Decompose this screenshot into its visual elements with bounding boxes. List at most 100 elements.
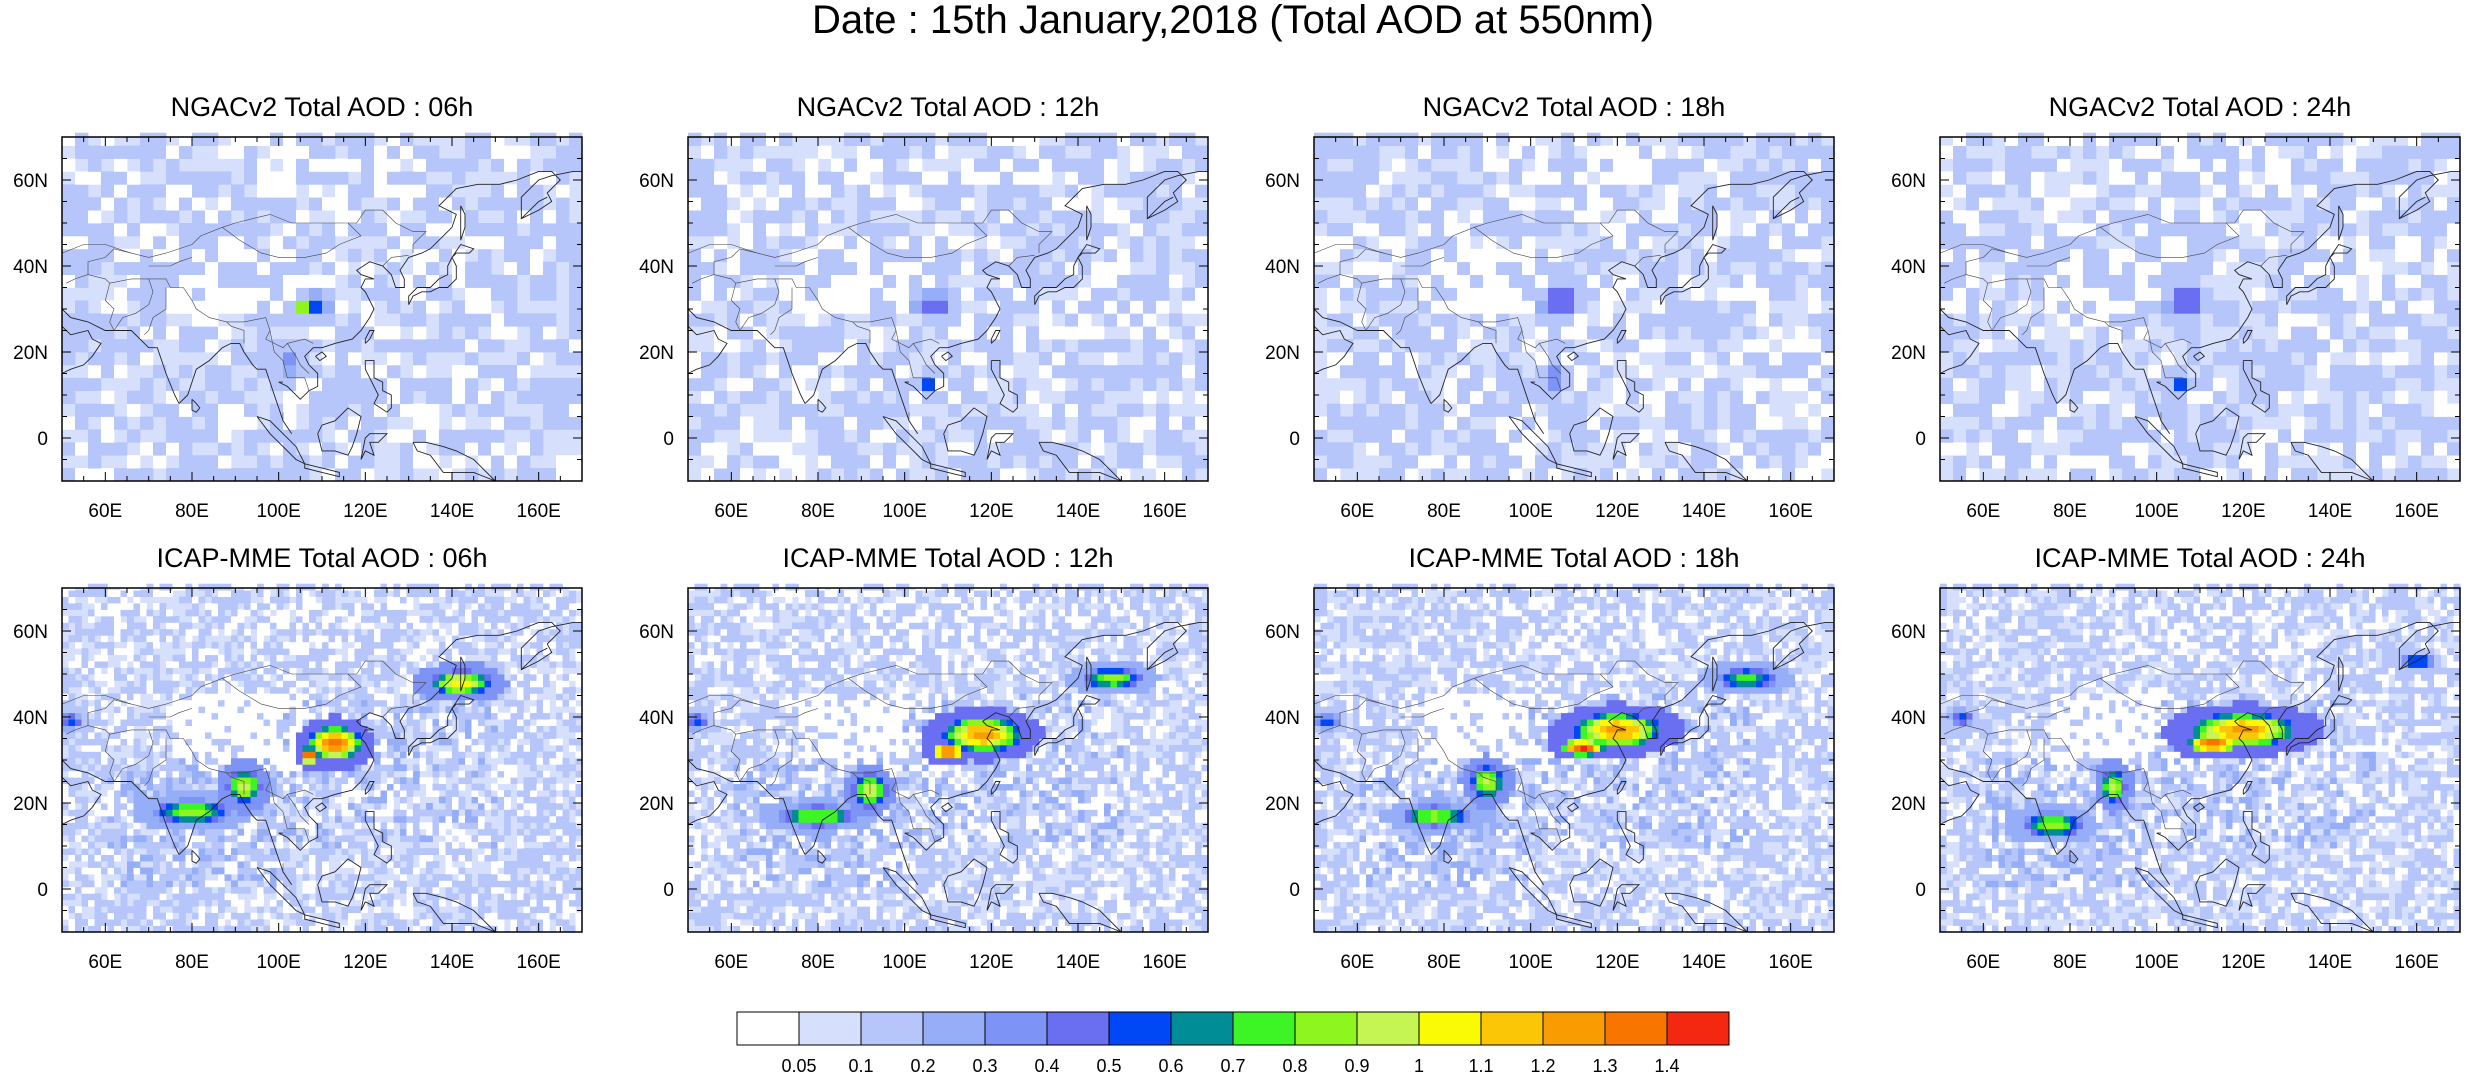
colorbar-swatch bbox=[1109, 1012, 1171, 1045]
lon-tick-label: 160E bbox=[516, 501, 560, 522]
lat-tick-label: 40N bbox=[1891, 257, 1926, 278]
lon-tick-label: 140E bbox=[1682, 501, 1726, 522]
lat-tick-label: 0 bbox=[37, 429, 48, 450]
lon-tick-label: 140E bbox=[2308, 501, 2352, 522]
lon-tick-label: 160E bbox=[2394, 952, 2438, 973]
lon-tick-label: 80E bbox=[1427, 952, 1461, 973]
colorbar-swatch bbox=[1481, 1012, 1543, 1045]
panel-title: ICAP-MME Total AOD : 06h bbox=[62, 543, 582, 573]
colorbar-swatch bbox=[799, 1012, 861, 1045]
colorbar-label: 1.2 bbox=[1530, 1056, 1555, 1076]
lon-tick-label: 100E bbox=[2134, 952, 2178, 973]
lat-tick-label: 20N bbox=[13, 343, 48, 364]
lon-tick-label: 100E bbox=[256, 501, 300, 522]
panel-title: NGACv2 Total AOD : 24h bbox=[1940, 92, 2460, 122]
aod-field bbox=[1940, 133, 2460, 482]
lat-tick-label: 20N bbox=[13, 794, 48, 815]
lon-tick-label: 160E bbox=[516, 952, 560, 973]
lat-tick-label: 60N bbox=[1891, 171, 1926, 192]
colorbar-label: 0.3 bbox=[972, 1056, 997, 1076]
lat-tick-label: 0 bbox=[663, 429, 674, 450]
lat-tick-label: 0 bbox=[1915, 429, 1926, 450]
lat-tick-label: 20N bbox=[639, 794, 674, 815]
lat-tick-label: 40N bbox=[13, 708, 48, 729]
lat-tick-label: 60N bbox=[13, 171, 48, 192]
colorbar-label: 1.4 bbox=[1654, 1056, 1679, 1076]
colorbar-label: 1 bbox=[1414, 1056, 1424, 1076]
map-panel: 60E 80E 100E 120E 140E 160E 0 20N 40N 60N bbox=[1880, 137, 2466, 541]
lon-tick-label: 80E bbox=[801, 952, 835, 973]
lat-tick-label: 0 bbox=[663, 880, 674, 901]
lon-tick-label: 60E bbox=[1340, 952, 1374, 973]
lon-tick-label: 100E bbox=[2134, 501, 2178, 522]
lon-tick-label: 60E bbox=[714, 501, 748, 522]
lon-tick-label: 140E bbox=[430, 501, 474, 522]
lon-tick-label: 100E bbox=[1508, 952, 1552, 973]
lat-tick-label: 40N bbox=[639, 708, 674, 729]
colorbar-swatch bbox=[1295, 1012, 1357, 1045]
lat-tick-label: 20N bbox=[1891, 343, 1926, 364]
colorbar-label: 0.7 bbox=[1220, 1056, 1245, 1076]
lon-tick-label: 160E bbox=[1768, 952, 1812, 973]
lat-tick-label: 20N bbox=[1265, 794, 1300, 815]
lat-tick-label: 60N bbox=[639, 171, 674, 192]
lat-tick-label: 60N bbox=[1265, 622, 1300, 643]
colorbar-swatch bbox=[1171, 1012, 1233, 1045]
colorbar-swatch bbox=[923, 1012, 985, 1045]
lat-tick-label: 0 bbox=[37, 880, 48, 901]
lon-tick-label: 100E bbox=[256, 952, 300, 973]
lon-tick-label: 100E bbox=[1508, 501, 1552, 522]
lat-tick-label: 20N bbox=[1891, 794, 1926, 815]
lon-tick-label: 140E bbox=[1056, 952, 1100, 973]
panel-title: ICAP-MME Total AOD : 24h bbox=[1940, 543, 2460, 573]
lat-tick-label: 40N bbox=[13, 257, 48, 278]
lat-tick-label: 0 bbox=[1289, 429, 1300, 450]
colorbar-swatch bbox=[737, 1012, 799, 1045]
lon-tick-label: 100E bbox=[882, 501, 926, 522]
lon-tick-label: 60E bbox=[714, 952, 748, 973]
lon-tick-label: 60E bbox=[1966, 501, 2000, 522]
colorbar-label: 1.1 bbox=[1468, 1056, 1493, 1076]
aod-field bbox=[62, 133, 582, 482]
lon-tick-label: 160E bbox=[1768, 501, 1812, 522]
lat-tick-label: 40N bbox=[1891, 708, 1926, 729]
lat-tick-label: 60N bbox=[639, 622, 674, 643]
lat-tick-label: 20N bbox=[1265, 343, 1300, 364]
lon-tick-label: 120E bbox=[1595, 952, 1639, 973]
lon-tick-label: 80E bbox=[1427, 501, 1461, 522]
lon-tick-label: 140E bbox=[1056, 501, 1100, 522]
lat-tick-label: 0 bbox=[1289, 880, 1300, 901]
lat-tick-label: 60N bbox=[1891, 622, 1926, 643]
lat-tick-label: 40N bbox=[639, 257, 674, 278]
lat-tick-label: 60N bbox=[13, 622, 48, 643]
lon-tick-label: 120E bbox=[2221, 952, 2265, 973]
lon-tick-label: 60E bbox=[88, 501, 122, 522]
aod-field bbox=[1314, 584, 1834, 933]
lon-tick-label: 80E bbox=[801, 501, 835, 522]
lon-tick-label: 100E bbox=[882, 952, 926, 973]
lon-tick-label: 160E bbox=[1142, 501, 1186, 522]
lon-tick-label: 160E bbox=[2394, 501, 2438, 522]
lon-tick-label: 60E bbox=[1340, 501, 1374, 522]
colorbar-swatch bbox=[1667, 1012, 1729, 1045]
lon-tick-label: 60E bbox=[1966, 952, 2000, 973]
colorbar-label: 0.1 bbox=[848, 1056, 873, 1076]
colorbar-label: 0.2 bbox=[910, 1056, 935, 1076]
lon-tick-label: 80E bbox=[2053, 501, 2087, 522]
colorbar-label: 1.3 bbox=[1592, 1056, 1617, 1076]
colorbar-swatch bbox=[1357, 1012, 1419, 1045]
panel-title: ICAP-MME Total AOD : 12h bbox=[688, 543, 1208, 573]
figure-title: Date : 15th January,2018 (Total AOD at 5… bbox=[0, 0, 2466, 40]
lon-tick-label: 60E bbox=[88, 952, 122, 973]
panel-title: NGACv2 Total AOD : 18h bbox=[1314, 92, 1834, 122]
lon-tick-label: 120E bbox=[2221, 501, 2265, 522]
lon-tick-label: 120E bbox=[1595, 501, 1639, 522]
panel-title: NGACv2 Total AOD : 12h bbox=[688, 92, 1208, 122]
lat-tick-label: 40N bbox=[1265, 708, 1300, 729]
colorbar-label: 0.5 bbox=[1096, 1056, 1121, 1076]
